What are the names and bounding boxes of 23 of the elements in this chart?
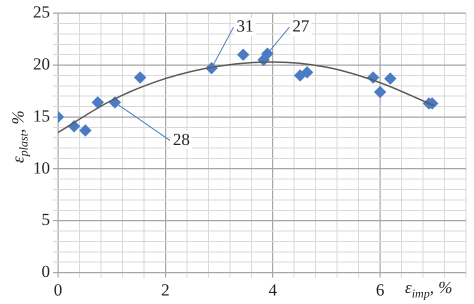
x-tick-label: 0 <box>54 280 62 300</box>
annotation: 28 <box>172 130 190 149</box>
y-tick-label: 25 <box>33 2 50 22</box>
point <box>384 72 396 85</box>
y-tick-label: 5 <box>42 210 50 230</box>
x-axis-title: ε$_{imp}$, % <box>405 278 452 302</box>
annotation: 27 <box>292 16 310 36</box>
point <box>374 86 386 98</box>
point <box>134 72 146 84</box>
y-tick-label: 0 <box>42 262 50 282</box>
point <box>261 48 274 60</box>
x-tick-label: 2 <box>161 280 170 300</box>
point <box>301 66 314 78</box>
point <box>237 48 250 61</box>
y-tick-label: 10 <box>33 158 50 178</box>
x-tick-label: 4 <box>268 280 278 300</box>
point <box>294 69 306 82</box>
point <box>92 96 104 108</box>
point <box>79 124 92 136</box>
y-tick-label: 15 <box>33 106 50 126</box>
annotation: 31 <box>236 16 254 36</box>
y-tick-label: 20 <box>33 54 50 74</box>
x-tick-label: 6 <box>376 280 384 300</box>
